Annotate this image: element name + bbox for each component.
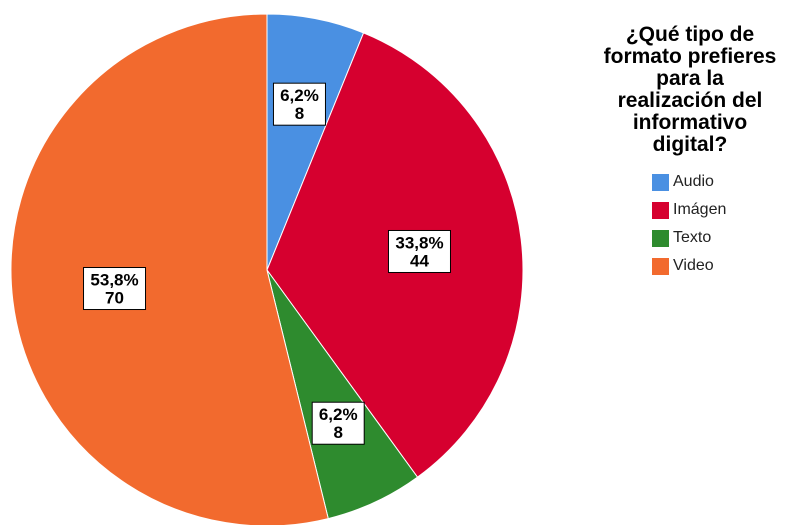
data-label-percent: 33,8% xyxy=(395,233,443,252)
data-label-box xyxy=(387,229,451,273)
data-label-count: 70 xyxy=(105,289,124,308)
data-label-audio: 6,2%8 xyxy=(272,82,326,126)
legend: ¿Qué tipo de formato prefieres para la r… xyxy=(570,24,809,280)
data-label-count: 8 xyxy=(333,423,342,442)
pie-chart: 6,2%833,8%446,2%853,8%70 xyxy=(10,13,524,525)
data-label-count: 8 xyxy=(295,104,304,123)
legend-items: Audio Imágen Texto Video xyxy=(652,168,809,280)
legend-swatch xyxy=(652,173,669,191)
legend-label: Imágen xyxy=(673,201,727,218)
data-label-video: 53,8%70 xyxy=(83,267,147,311)
legend-title-line: digital? xyxy=(652,133,728,156)
legend-swatch xyxy=(652,201,669,219)
data-label-box xyxy=(272,82,326,126)
legend-item-video: Video xyxy=(652,252,809,280)
data-label-box xyxy=(311,401,365,445)
data-label-count: 44 xyxy=(410,251,429,270)
data-label-percent: 6,2% xyxy=(280,86,319,105)
legend-title-line: informativo xyxy=(632,111,748,134)
legend-title-line: formato prefieres xyxy=(603,45,777,68)
legend-item-audio: Audio xyxy=(652,168,809,196)
legend-item-imagen: Imágen xyxy=(652,196,809,224)
legend-item-texto: Texto xyxy=(652,224,809,252)
legend-label: Video xyxy=(673,257,714,274)
data-label-percent: 53,8% xyxy=(90,271,138,290)
legend-label: Audio xyxy=(673,173,714,190)
legend-label: Texto xyxy=(673,229,712,246)
legend-title-line: realización del xyxy=(617,89,763,112)
data-label-box xyxy=(83,267,147,311)
legend-title-line: ¿Qué tipo de xyxy=(625,23,755,46)
legend-swatch xyxy=(652,257,669,275)
pie-slice-video xyxy=(10,13,329,525)
legend-title-line: para la xyxy=(656,67,724,90)
data-label-texto: 6,2%8 xyxy=(311,401,365,445)
data-label-imagen: 33,8%44 xyxy=(387,229,451,273)
data-label-percent: 6,2% xyxy=(319,405,358,424)
legend-swatch xyxy=(652,229,669,247)
legend-title: ¿Qué tipo de formato prefieres para la r… xyxy=(570,24,809,156)
